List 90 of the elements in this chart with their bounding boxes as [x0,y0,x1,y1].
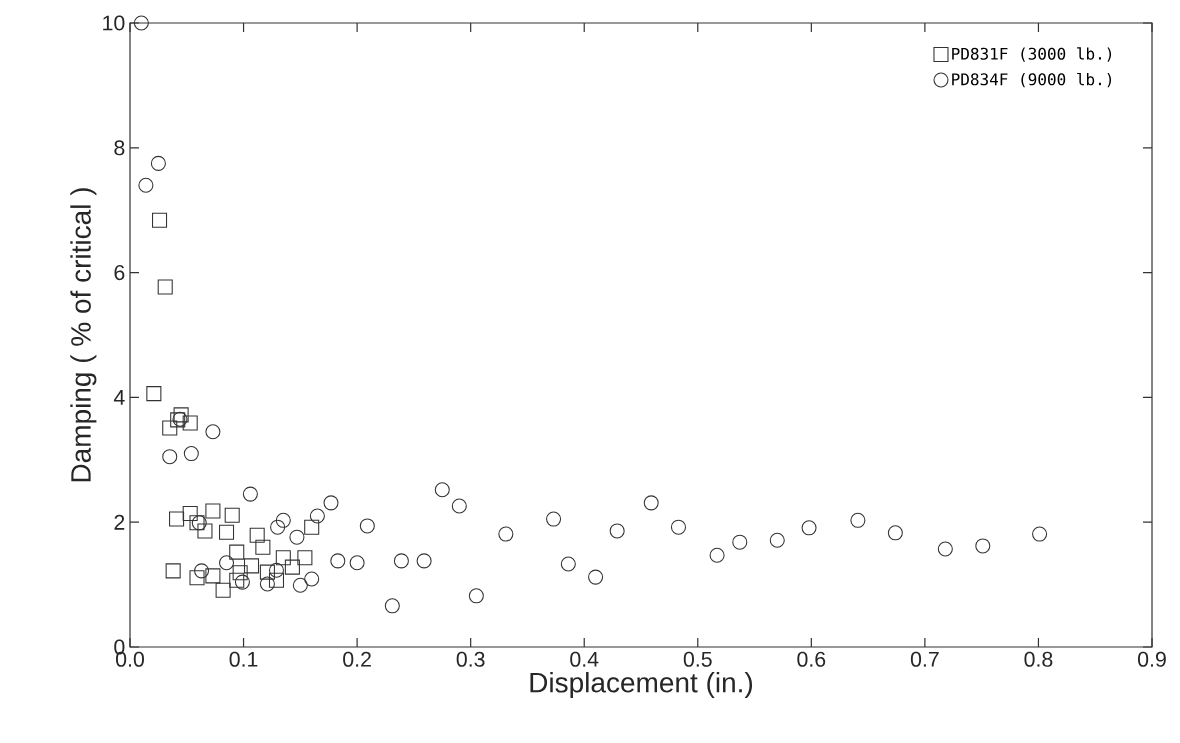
point [416,553,432,569]
point [309,508,325,524]
point [975,538,991,554]
point [133,15,149,31]
point [434,482,450,498]
point [643,495,659,511]
point [232,565,248,581]
point [189,570,205,586]
point [292,577,308,593]
point [850,512,866,528]
point [249,527,265,543]
point [242,486,258,502]
y-axis-title: Damping ( % of critical ) [70,188,97,482]
point [259,564,275,580]
x-tick-label: 0.5 [683,651,712,667]
point [194,563,210,579]
point [359,518,375,534]
point [224,507,240,523]
x-tick-label: 0.7 [910,651,939,667]
point [887,525,903,541]
point [349,555,365,571]
y-tick-label: 6 [114,265,125,281]
x-tick-label: 0.3 [456,651,485,667]
point [146,386,162,402]
point [205,503,221,519]
point [289,529,305,545]
point [284,559,300,575]
point [162,420,178,436]
point [218,524,235,540]
point [384,598,400,614]
point [268,572,285,588]
point [229,572,245,588]
y-tick-label: 2 [114,514,125,530]
point [304,571,320,587]
y-tick-label: 8 [114,140,125,156]
point [1032,526,1048,542]
point [138,177,154,193]
point [162,449,178,465]
point [546,511,562,527]
point [270,519,286,535]
point [229,544,245,560]
point [588,569,604,585]
point [393,553,409,569]
point [275,550,291,566]
point [150,155,166,171]
x-tick-label: 0.9 [1138,651,1166,667]
point [560,556,576,572]
y-tick-label: 10 [103,15,125,31]
point [173,407,189,423]
point [215,582,231,598]
point [801,520,817,536]
point [151,212,168,228]
x-tick-label: 0.4 [570,651,599,667]
point [323,495,339,511]
point [732,534,748,550]
point [157,279,173,295]
point [205,568,221,584]
x-tick-label: 0.6 [797,651,826,667]
point [769,532,785,548]
point [218,555,235,571]
point [937,541,953,557]
point [255,539,271,555]
point [183,446,199,462]
point [182,415,198,431]
legend-label: PD834F (9000 lb.) [952,72,1112,88]
point [243,558,260,574]
point [330,553,346,569]
point [709,547,725,563]
x-axis-title: Displacement (in.) [530,671,753,699]
point [498,526,514,542]
point [451,498,467,514]
legend-label: PD831F (3000 lb.) [952,47,1112,62]
point [169,511,185,527]
point [468,588,484,604]
point [609,523,625,539]
y-tick-label: 4 [113,390,125,405]
point [670,519,687,535]
point [205,424,221,440]
x-tick-label: 0.2 [343,651,371,667]
point [197,523,213,539]
point [259,576,275,592]
point [297,550,313,566]
point [165,563,181,579]
point [304,519,320,535]
point [234,574,250,590]
point [275,512,291,528]
x-tick-label: 0.8 [1024,651,1053,667]
x-tick-label: 0.1 [229,651,258,667]
point [268,562,285,578]
point [182,505,198,521]
